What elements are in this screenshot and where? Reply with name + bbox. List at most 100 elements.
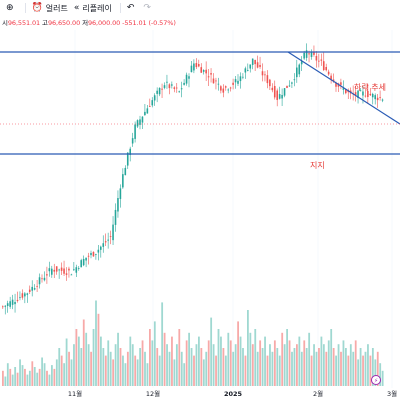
alert-button[interactable]: ⏰ 얼러트 bbox=[32, 3, 68, 14]
candle-body bbox=[357, 90, 359, 98]
candle-body bbox=[247, 70, 249, 71]
candle-body bbox=[249, 64, 252, 69]
toolbar-divider bbox=[119, 3, 121, 13]
candle-body bbox=[70, 274, 73, 276]
replay-button[interactable]: « 리플레이 bbox=[74, 3, 112, 14]
volume-bar bbox=[340, 351, 342, 386]
candle bbox=[80, 258, 82, 268]
volume-bar bbox=[153, 321, 156, 386]
candle bbox=[82, 255, 85, 267]
candle bbox=[126, 152, 129, 169]
volume-bar bbox=[224, 355, 227, 386]
go-to-date-button[interactable]: ⚡ bbox=[371, 375, 381, 385]
candle-body bbox=[271, 87, 274, 91]
volume-bar bbox=[193, 355, 195, 386]
volume-bar bbox=[36, 372, 39, 386]
candle bbox=[222, 84, 225, 98]
candle-body bbox=[266, 75, 269, 84]
candle-body bbox=[251, 58, 254, 65]
volume-bar bbox=[58, 348, 61, 386]
candle-body bbox=[212, 78, 215, 84]
candle-body bbox=[305, 50, 308, 58]
volume-bar bbox=[237, 321, 239, 386]
candle bbox=[249, 64, 252, 73]
x-tick-label: 12월 bbox=[146, 389, 160, 398]
candle bbox=[251, 58, 254, 70]
candle bbox=[300, 56, 303, 72]
candle bbox=[175, 83, 178, 93]
redo-button[interactable]: ↷ bbox=[143, 3, 154, 13]
candle-body bbox=[139, 119, 141, 125]
candle-body bbox=[298, 64, 301, 75]
volume-bar bbox=[367, 344, 369, 386]
volume-bar bbox=[374, 359, 377, 386]
volume-bar bbox=[239, 336, 242, 386]
volume-bar bbox=[264, 336, 266, 386]
volume-bar bbox=[283, 344, 286, 386]
volume-bar bbox=[48, 374, 51, 386]
candle bbox=[266, 70, 269, 89]
candle-body bbox=[325, 66, 327, 71]
candle bbox=[46, 266, 48, 284]
volume-bar bbox=[364, 351, 367, 386]
candle bbox=[374, 93, 376, 105]
candle-body bbox=[166, 81, 168, 83]
candle-body bbox=[379, 97, 381, 98]
candle-body bbox=[41, 278, 43, 280]
candle bbox=[207, 69, 210, 86]
volume-bar bbox=[175, 344, 178, 386]
candle bbox=[188, 73, 190, 88]
candle bbox=[293, 73, 296, 87]
plus-icon: ⊕ bbox=[6, 3, 14, 13]
volume-bar bbox=[33, 367, 36, 386]
candle-body bbox=[126, 152, 129, 166]
candle bbox=[109, 230, 112, 245]
candle bbox=[264, 71, 266, 82]
volume-bar bbox=[220, 336, 222, 386]
candle-body bbox=[4, 305, 7, 307]
candle bbox=[180, 81, 183, 98]
volume-bar bbox=[178, 329, 181, 386]
volume-bar bbox=[55, 359, 58, 386]
candle bbox=[68, 266, 70, 278]
candle-body bbox=[65, 273, 68, 275]
candle-body bbox=[364, 95, 367, 97]
candle-body bbox=[55, 266, 58, 272]
candle bbox=[256, 55, 259, 69]
candle-body bbox=[131, 138, 134, 144]
volume-bar bbox=[77, 336, 80, 386]
candle-body bbox=[278, 94, 281, 99]
candle bbox=[269, 78, 271, 91]
volume-bar bbox=[109, 351, 112, 386]
candle-body bbox=[237, 80, 239, 84]
candle-body bbox=[90, 252, 92, 256]
add-indicator-button[interactable]: ⊕ bbox=[6, 3, 17, 13]
volume-bar bbox=[327, 340, 330, 386]
volume-bar bbox=[92, 329, 95, 386]
candle bbox=[117, 190, 119, 218]
candle bbox=[70, 273, 73, 276]
redo-icon: ↷ bbox=[143, 3, 151, 13]
volume-bar bbox=[112, 359, 115, 386]
candle-body bbox=[273, 85, 276, 98]
downtrend-line[interactable] bbox=[287, 51, 400, 125]
candle bbox=[237, 74, 239, 87]
downtrend-annotation: 하락 추세 bbox=[354, 82, 386, 92]
volume-bar bbox=[352, 351, 355, 386]
undo-button[interactable]: ↶ bbox=[127, 3, 138, 13]
volume-bar bbox=[318, 348, 320, 386]
candle bbox=[104, 233, 107, 246]
candle bbox=[244, 66, 247, 79]
volume-bar bbox=[259, 340, 262, 386]
volume-bar bbox=[347, 355, 350, 386]
candle bbox=[48, 261, 51, 277]
support-annotation: 지지 bbox=[310, 161, 325, 170]
volume-bar bbox=[134, 355, 137, 386]
candle bbox=[381, 98, 384, 103]
volume-bar bbox=[291, 351, 293, 386]
candle-body bbox=[19, 297, 21, 299]
candle bbox=[261, 63, 264, 82]
volume-bar bbox=[21, 365, 24, 386]
volume-bar bbox=[104, 355, 107, 386]
